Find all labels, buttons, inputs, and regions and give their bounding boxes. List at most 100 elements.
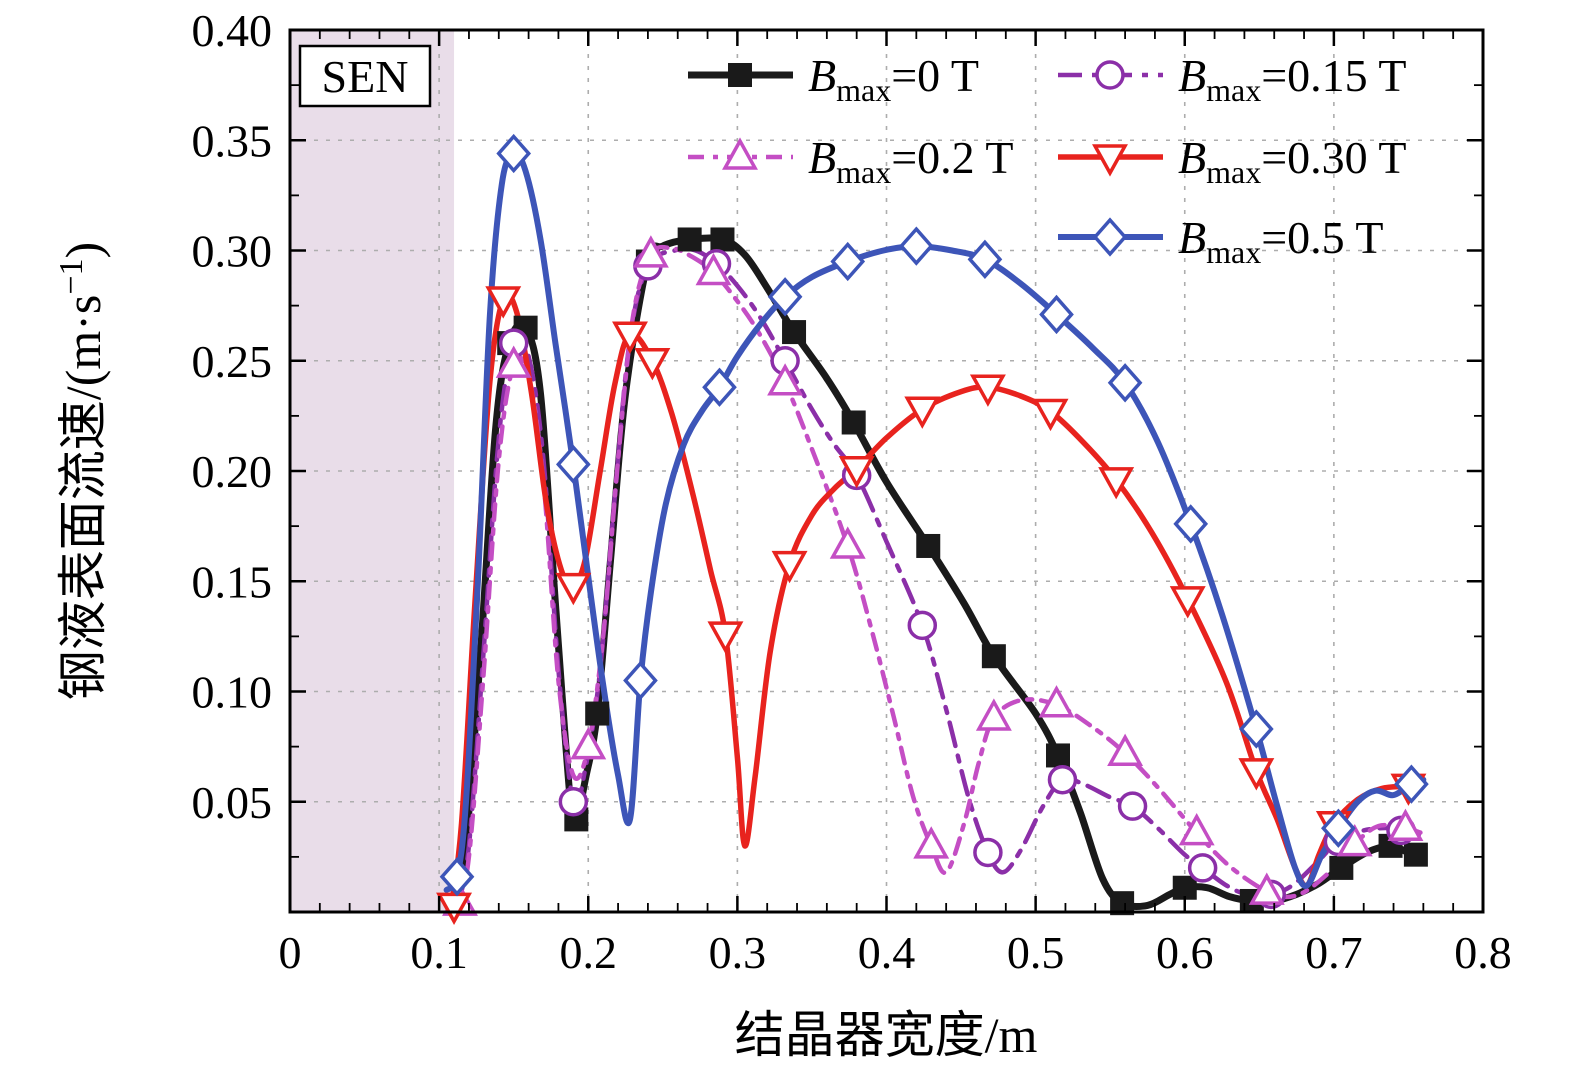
marker-diamond — [1092, 217, 1128, 257]
marker-triangle-down — [771, 550, 808, 584]
marker-triangle-up — [1248, 872, 1285, 905]
marker-triangle-up — [767, 363, 804, 396]
legend-label-symbol: B — [808, 132, 836, 183]
marker-square — [782, 320, 807, 345]
marker-diamond — [967, 239, 1003, 279]
series-line-3 — [448, 291, 1424, 911]
legend-label-value: =0.15 T — [1261, 50, 1406, 101]
legend-entry-1: Bmax=0.15 T — [1058, 50, 1406, 108]
x-tick-label: 0 — [279, 927, 302, 978]
marker-square — [981, 644, 1006, 669]
legend-label: Bmax=0.2 T — [808, 132, 1013, 190]
marker-circle — [1047, 764, 1078, 795]
legend-label-subscript: max — [836, 72, 891, 108]
legend-entry-0: Bmax=0 T — [688, 50, 979, 108]
x-tick-label: 0.4 — [858, 927, 916, 978]
marker-diamond — [623, 660, 658, 701]
series-markers-3 — [436, 286, 1427, 925]
y-tick-label: 0.35 — [192, 115, 273, 166]
marker-circle — [973, 837, 1003, 868]
y-tick-label: 0.15 — [192, 556, 273, 607]
legend-label-subscript: max — [1206, 72, 1261, 108]
legend-label-value: =0.2 T — [891, 132, 1013, 183]
marker-triangle-down — [436, 892, 473, 925]
marker-square — [677, 227, 702, 252]
marker-square — [1045, 743, 1070, 768]
y-tick-label: 0.30 — [192, 226, 273, 277]
y-tick-label: 0.20 — [192, 446, 273, 497]
marker-triangle-down — [707, 621, 744, 654]
x-tick-label: 0.1 — [410, 927, 468, 978]
marker-triangle-down — [1238, 758, 1275, 791]
marker-triangle-up — [495, 345, 532, 378]
marker-triangle-down — [1098, 467, 1135, 500]
marker-circle — [1187, 853, 1218, 883]
marker-triangle-up — [1387, 808, 1424, 841]
marker-diamond — [702, 367, 737, 407]
marker-triangle-up — [975, 698, 1012, 731]
legend-entry-4: Bmax=0.5 T — [1058, 212, 1383, 270]
marker-square — [585, 701, 610, 726]
tick-labels-group: 0 0.1 0.2 0.3 0.4 0.5 0.6 0.7 0.8 0.05 0.10 0.15 0.2… — [192, 5, 1512, 978]
y-axis-title: 钢液表面流速/(m·s−1) — [53, 242, 111, 700]
y-tick-label: 0.10 — [192, 667, 273, 718]
legend-label: Bmax=0.30 T — [1178, 132, 1406, 190]
series-markers-4 — [439, 133, 1429, 897]
legend-entry-2: Bmax=0.2 T — [688, 132, 1013, 190]
marker-square — [916, 533, 941, 558]
legend-label-subscript: max — [1206, 154, 1261, 190]
marker-triangle-down — [904, 396, 941, 429]
marker-triangle-down — [1092, 144, 1128, 177]
marker-square — [728, 63, 752, 87]
marker-diamond — [556, 444, 591, 485]
series-lines-group — [443, 150, 1427, 911]
marker-triangle-up — [570, 727, 607, 760]
legend-label: Bmax=0.5 T — [1178, 212, 1383, 270]
x-tick-label: 0.6 — [1156, 927, 1214, 978]
legend-label-symbol: B — [808, 50, 836, 101]
marker-triangle-down — [1169, 586, 1206, 619]
marker-circle — [1117, 791, 1148, 821]
marker-triangle-down — [1032, 398, 1069, 432]
y-tick-label: 0.25 — [192, 336, 273, 387]
marker-triangle-up — [1107, 733, 1144, 766]
marker-triangle-up — [632, 235, 669, 268]
marker-triangle-down — [485, 286, 522, 319]
x-tick-label: 0.8 — [1454, 927, 1512, 978]
sen-label-box — [298, 44, 432, 108]
x-tick-label: 0.3 — [709, 927, 767, 978]
legend-label: Bmax=0 T — [808, 50, 979, 108]
marker-diamond — [1394, 764, 1429, 804]
x-tick-label: 0.7 — [1305, 927, 1363, 978]
marker-diamond — [1238, 709, 1274, 749]
sen-label: SEN — [298, 44, 432, 108]
marker-circle — [907, 610, 938, 641]
legend-label-symbol: B — [1178, 132, 1206, 183]
sen-label-text: SEN — [322, 51, 409, 102]
marker-diamond — [767, 277, 803, 317]
marker-diamond — [898, 226, 934, 266]
legend-label-value: =0 T — [891, 50, 979, 101]
marker-triangle-down — [969, 374, 1006, 407]
marker-triangle-down — [612, 321, 648, 354]
marker-diamond — [1321, 808, 1356, 848]
marker-triangle-down — [838, 456, 875, 489]
series-line-2 — [454, 244, 1423, 910]
legend-label-subscript: max — [836, 154, 891, 190]
x-tick-label: 0.5 — [1007, 927, 1065, 978]
y-tick-label: 0.40 — [192, 5, 273, 56]
marker-square — [1172, 875, 1197, 900]
marker-square — [710, 227, 735, 252]
ticks-group — [288, 28, 1485, 914]
marker-diamond — [439, 857, 475, 897]
marker-circle — [1095, 60, 1125, 90]
marker-diamond — [1173, 504, 1209, 544]
marker-triangle-up — [1038, 685, 1075, 718]
legend-label-subscript: max — [1206, 234, 1261, 270]
legend-label-symbol: B — [1178, 212, 1206, 263]
x-tick-label: 0.2 — [560, 927, 618, 978]
marker-diamond — [830, 241, 866, 282]
marker-diamond — [496, 133, 532, 174]
